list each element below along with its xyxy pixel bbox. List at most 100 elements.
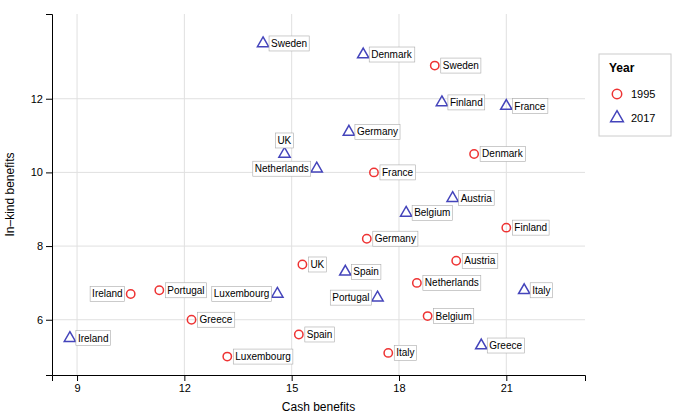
point-label-text: Netherlands <box>255 163 309 174</box>
point-label-text: Belgium <box>436 311 472 322</box>
legend-symbol <box>611 111 624 122</box>
point <box>187 316 195 324</box>
point-label: Ireland <box>76 331 111 346</box>
point-label-text: Denmark <box>482 148 524 159</box>
point-label: Luxembourg <box>233 349 293 364</box>
point <box>470 150 478 158</box>
point-label: Spain <box>351 264 381 279</box>
point-label-text: Luxembourg <box>214 288 270 299</box>
label-box <box>434 309 474 324</box>
series <box>127 61 511 360</box>
point <box>127 290 135 298</box>
x-axis: 912151821 <box>53 375 586 394</box>
point <box>452 257 460 265</box>
y-tick-mark <box>46 246 52 247</box>
x-tick-mark <box>77 375 78 381</box>
point-label-text: Greece <box>200 314 233 325</box>
y-tick-label: 8 <box>37 240 43 252</box>
label-box <box>462 253 498 268</box>
label-box <box>373 231 418 246</box>
x-tick-label: 12 <box>179 382 191 394</box>
point-label: Germany <box>373 231 418 246</box>
point-label: Finland <box>512 220 549 235</box>
point <box>501 100 512 110</box>
point-label-text: Denmark <box>371 49 413 60</box>
point-label-text: Netherlands <box>425 277 479 288</box>
point <box>340 265 351 275</box>
y-tick: 6 <box>37 314 52 326</box>
grid-line-x <box>77 14 78 375</box>
grid-line-y <box>52 319 585 320</box>
x-tick-mark <box>399 375 400 381</box>
legend-frame <box>599 54 671 136</box>
grid-line-x <box>184 14 185 375</box>
legend-symbol <box>612 89 621 98</box>
label-box <box>351 264 381 279</box>
point-label: Spain <box>305 327 335 342</box>
point <box>372 291 383 301</box>
point <box>413 279 421 287</box>
point <box>257 37 268 47</box>
point-label-text: Sweden <box>271 38 307 49</box>
point-label: UK <box>275 133 293 148</box>
point <box>279 147 290 157</box>
point-label: Denmark <box>480 146 526 161</box>
label-box <box>198 312 235 327</box>
point-label-text: UK <box>277 135 291 146</box>
label-box <box>308 257 326 272</box>
point-label-text: France <box>382 167 414 178</box>
point <box>363 235 371 243</box>
label-box <box>212 286 272 301</box>
point <box>519 284 530 294</box>
chart: 912151821681012Cash benefitsIn–kind bene… <box>0 0 685 419</box>
point-label-text: Greece <box>489 340 522 351</box>
point-label: Italy <box>394 345 416 360</box>
label-box <box>90 286 125 301</box>
y-tick-label: 6 <box>37 314 43 326</box>
point-label: Ireland <box>90 286 125 301</box>
point-label: Sweden <box>441 58 481 73</box>
x-tick: 15 <box>286 375 298 394</box>
label-box <box>165 283 206 298</box>
point <box>343 125 354 135</box>
point <box>447 192 458 202</box>
label-box <box>487 338 524 353</box>
y-axis-line <box>46 15 53 376</box>
grid-line-y <box>52 246 585 247</box>
point-label: Austria <box>462 253 498 268</box>
legend-label: 2017 <box>631 112 655 124</box>
label-box <box>512 220 549 235</box>
point <box>298 260 306 268</box>
x-tick-mark <box>184 375 185 381</box>
label-box <box>394 345 416 360</box>
point-label-text: Austria <box>464 255 496 266</box>
label-box <box>448 95 485 110</box>
points <box>64 37 530 361</box>
point-label-text: Spain <box>307 329 333 340</box>
label-box <box>369 47 415 62</box>
label-box <box>459 191 495 206</box>
point-label-text: Austria <box>461 193 493 204</box>
x-tick-label: 21 <box>501 382 513 394</box>
point-label-text: Spain <box>353 266 379 277</box>
y-tick-mark <box>46 172 52 173</box>
series <box>64 37 530 349</box>
point-label-text: Ireland <box>92 288 123 299</box>
x-tick-label: 18 <box>393 382 405 394</box>
y-axis-title: In–kind benefits <box>3 152 17 236</box>
point-label-text: Germany <box>375 233 416 244</box>
point-label: France <box>380 165 416 180</box>
label-box <box>480 146 526 161</box>
point-label-text: Finland <box>514 222 547 233</box>
point-label: Sweden <box>269 36 309 51</box>
point <box>401 206 412 216</box>
point-label-text: Germany <box>357 126 398 137</box>
y-axis: 681012 <box>31 15 53 376</box>
point-label: Finland <box>448 95 485 110</box>
grid-line-x <box>398 14 399 375</box>
point <box>358 48 369 58</box>
point-label: Germany <box>355 124 400 139</box>
y-tick-label: 12 <box>31 93 43 105</box>
point <box>476 339 487 349</box>
label-box <box>275 133 293 148</box>
